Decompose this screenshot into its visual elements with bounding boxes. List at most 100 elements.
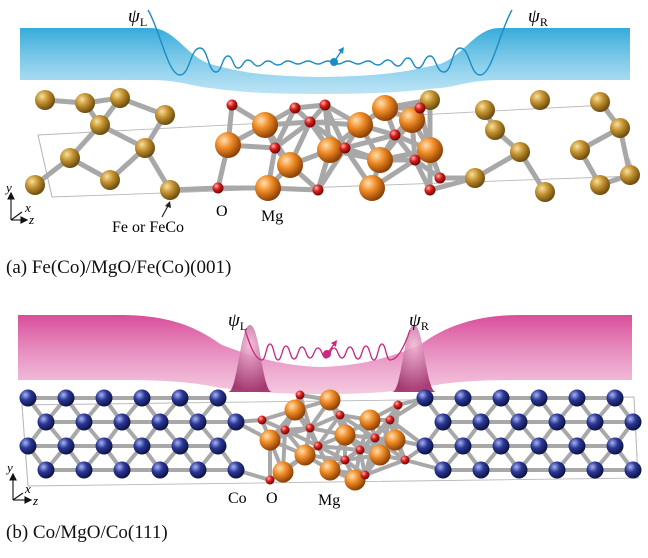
fe-atom [590, 92, 610, 112]
mg-atom [294, 444, 316, 466]
o-atom [269, 142, 281, 154]
o-atom [385, 415, 395, 425]
axis-z-label-a: z [28, 212, 34, 227]
fe-atom [110, 88, 130, 108]
co-atom [492, 389, 510, 407]
co-atom [57, 389, 75, 407]
wavefunction-line-b [244, 329, 411, 361]
atoms-b [19, 389, 642, 491]
axes-indicator-a [7, 191, 29, 224]
mg-atom [284, 399, 306, 421]
co-atom [227, 461, 245, 479]
o-atom [360, 470, 370, 480]
o-atom [212, 182, 224, 194]
co-atom [606, 389, 624, 407]
bond [363, 458, 407, 477]
mg-atom [317, 137, 343, 163]
mg-atom [272, 461, 294, 483]
o-atom [257, 415, 267, 425]
o-atom [312, 184, 324, 196]
mg-atom [344, 469, 366, 491]
co-atom [454, 437, 472, 455]
psi-left-label-a: ψL [128, 6, 147, 29]
o-atom [289, 102, 301, 114]
bond [322, 102, 348, 151]
co-atom [151, 413, 169, 431]
co-atom [57, 437, 75, 455]
fe-atom [35, 90, 55, 110]
o-atom [400, 455, 410, 465]
oxygen-label-b: O [266, 490, 278, 507]
co-atom [209, 389, 227, 407]
bond [342, 132, 398, 151]
o-atom [424, 184, 436, 196]
co-atom [133, 437, 151, 455]
co-atom [530, 389, 548, 407]
interface-peak-right-b [392, 325, 436, 392]
axis-z-label-b: z [32, 493, 38, 508]
panel-b: ψL ψR Co O Mg y x z [5, 310, 642, 509]
fe-atom [155, 105, 175, 125]
co-atom [75, 461, 93, 479]
svg-text:Fe or FeCo: Fe or FeCo [112, 219, 184, 236]
axis-x-label-b: x [24, 481, 31, 496]
mg-atom [367, 147, 393, 173]
co-atom [209, 437, 227, 455]
co-atom [75, 413, 93, 431]
co-atom [492, 437, 510, 455]
co-atom [454, 389, 472, 407]
co-atom [113, 461, 131, 479]
mg-atom [215, 132, 241, 158]
co-atom [227, 413, 245, 431]
fe-atom [420, 90, 440, 110]
interface-peak-left-b [228, 325, 272, 392]
co-atom [606, 437, 624, 455]
fe-atom [610, 118, 630, 138]
co-atom [19, 437, 37, 455]
co-atom [95, 389, 113, 407]
mg-atom [334, 424, 356, 446]
axis-y-label-b: y [5, 460, 13, 475]
electrode-label-b: Co [228, 490, 247, 507]
o-atom [319, 99, 331, 111]
o-atom [295, 390, 305, 400]
fe-atom [90, 115, 110, 135]
mg-atom [384, 429, 406, 451]
co-atom [37, 413, 55, 431]
oxygen-label-a: O [216, 203, 228, 220]
bond [283, 428, 320, 448]
co-atom [624, 461, 642, 479]
mg-atom [319, 459, 341, 481]
fe-atom [60, 148, 80, 168]
o-atom [393, 400, 403, 410]
fe-atom [620, 165, 640, 185]
magnesium-label-a: Mg [261, 208, 283, 225]
o-atom [304, 116, 316, 128]
fe-atom [135, 138, 155, 158]
bond [412, 157, 433, 193]
o-atom [340, 455, 350, 465]
co-atom [586, 461, 604, 479]
co-atom [434, 413, 452, 431]
wavefunction-line-a [147, 9, 513, 76]
mg-atom [347, 112, 373, 138]
mg-atom [399, 107, 425, 133]
spin-arrowhead-b [331, 340, 337, 347]
psi-left-label-b: ψL [228, 310, 247, 333]
axis-y-label-a: y [4, 180, 12, 195]
co-atom [416, 437, 434, 455]
co-atom [586, 413, 604, 431]
mg-atom [369, 444, 391, 466]
mg-atom [319, 389, 341, 411]
mg-atom [277, 152, 303, 178]
co-atom [530, 437, 548, 455]
co-atom [37, 461, 55, 479]
co-atom [472, 413, 490, 431]
electrode-label-a: Fe or FeCo [112, 201, 184, 236]
co-atom [472, 461, 490, 479]
co-atom [510, 413, 528, 431]
co-atom [113, 413, 131, 431]
co-atom [624, 413, 642, 431]
